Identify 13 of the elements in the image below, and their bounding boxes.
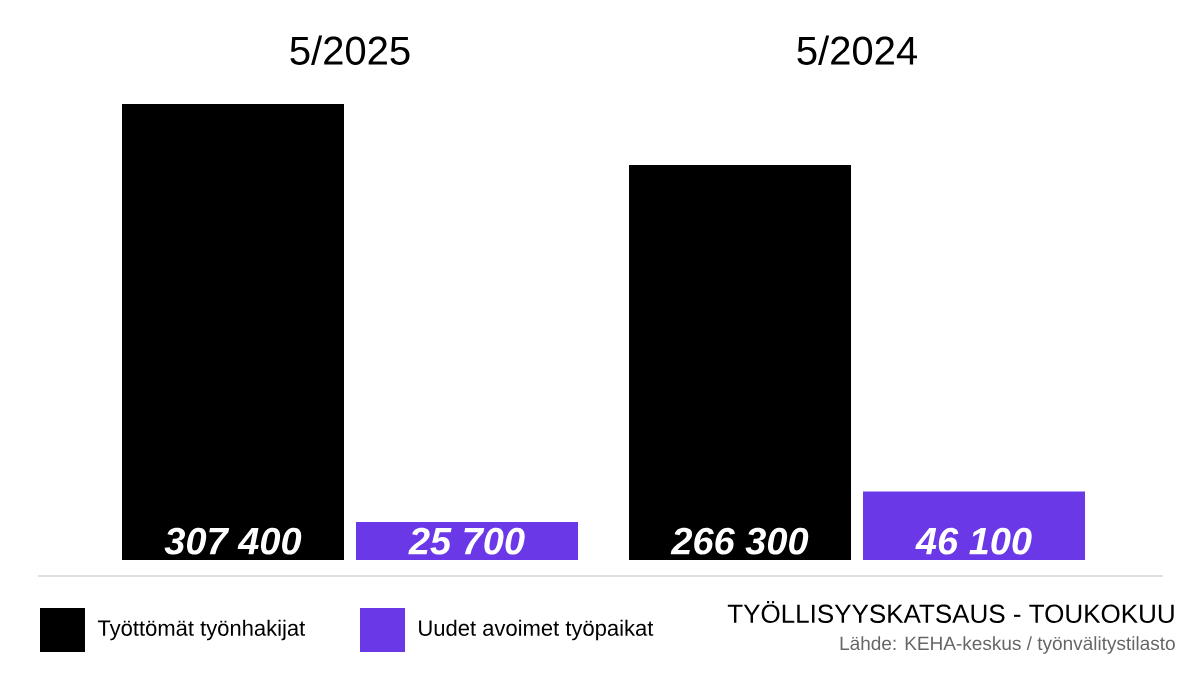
- legend-label: Työttömät työnhakijat: [97, 619, 306, 641]
- bar: [629, 164, 852, 560]
- x-tick-label: 5/2024: [797, 35, 917, 65]
- legend-label: Uudet avoimet työpaikat: [419, 619, 654, 641]
- bar: [122, 103, 344, 560]
- text: TYÖLLISYYSKATSAUS - TOUKOKUU: [727, 600, 1174, 623]
- data-label: 46 100: [915, 527, 1032, 555]
- data-label: 307 400: [164, 527, 302, 555]
- text: Lähde: KEHA-keskus / työnvälitystilasto: [840, 636, 1175, 654]
- data-label: 266 300: [670, 527, 809, 555]
- bar: [863, 491, 1086, 560]
- data-label: 25 700: [408, 527, 525, 555]
- x-tick-label: 5/2025: [290, 35, 410, 65]
